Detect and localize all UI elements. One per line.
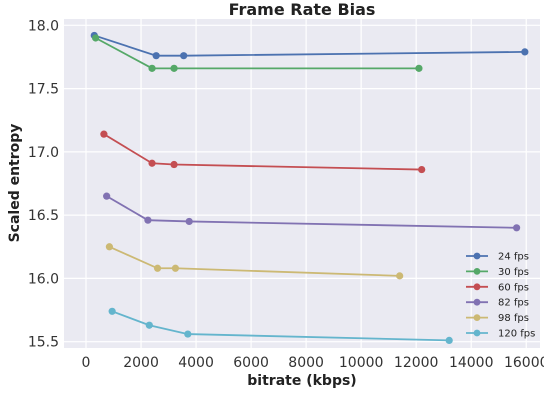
x-tick-label: 14000 <box>449 355 494 371</box>
legend-label: 98 fps <box>498 313 529 324</box>
x-tick-label: 10000 <box>339 355 384 371</box>
data-point <box>418 165 426 174</box>
data-point <box>396 272 404 280</box>
legend-swatch-marker <box>473 298 481 306</box>
plot-area <box>64 19 540 348</box>
ticks: 0 2000 4000 6000 8000 10000 12000 14000 16000 15.… <box>28 18 544 371</box>
data-point <box>180 52 188 60</box>
data-point <box>144 216 152 224</box>
y-tick-label: 18.0 <box>28 18 59 34</box>
legend-item: 120 fps <box>466 329 535 340</box>
x-tick-label: 8000 <box>288 355 324 371</box>
data-point <box>105 243 113 251</box>
data-point <box>153 264 162 272</box>
series-line <box>95 37 419 70</box>
y-tick-label: 15.5 <box>28 335 59 351</box>
data-point <box>145 321 153 329</box>
legend-label: 120 fps <box>498 329 535 340</box>
series-line <box>93 34 525 57</box>
series-line <box>103 133 422 171</box>
x-tick-label: 12000 <box>394 355 439 371</box>
legend-item: 24 fps <box>466 252 529 263</box>
legend: 24 fps 30 fps 60 fps 82 fps 98 fps 120 fps <box>466 252 535 340</box>
legend-swatch-marker <box>473 252 481 260</box>
legend-swatch-marker <box>473 314 481 321</box>
data-point <box>415 64 423 72</box>
series-line <box>109 245 400 277</box>
grid <box>64 19 540 348</box>
series-120-fps <box>108 307 453 345</box>
data-point <box>184 330 192 338</box>
data-point <box>108 307 116 315</box>
data-point <box>170 64 178 72</box>
data-point <box>445 336 453 345</box>
x-tick-label: 0 <box>82 355 91 371</box>
data-point <box>148 159 156 167</box>
legend-swatch-marker <box>473 283 481 291</box>
x-tick-label: 2000 <box>123 355 159 371</box>
series-layer <box>90 31 529 345</box>
series-line <box>106 195 517 229</box>
y-tick-label: 16.0 <box>28 271 59 287</box>
legend-swatch-marker <box>473 268 481 275</box>
data-point <box>100 130 108 138</box>
y-axis-label: Scaled entropy <box>7 124 23 243</box>
data-point <box>103 192 111 200</box>
y-tick-label: 17.0 <box>28 145 59 161</box>
legend-swatch-marker <box>473 329 481 337</box>
x-tick-label: 6000 <box>233 355 269 371</box>
legend-label: 82 fps <box>498 298 529 309</box>
data-point <box>521 48 529 56</box>
data-point <box>92 34 100 42</box>
series-98-fps <box>105 243 404 280</box>
y-tick-label: 17.5 <box>28 82 59 98</box>
legend-label: 30 fps <box>498 267 529 278</box>
legend-label: 24 fps <box>498 252 529 263</box>
chart-title: Frame Rate Bias <box>229 0 376 19</box>
data-point <box>171 264 180 272</box>
data-point <box>152 52 160 60</box>
legend-item: 98 fps <box>466 313 529 324</box>
data-point <box>185 217 193 226</box>
x-tick-label: 4000 <box>178 355 214 371</box>
legend-label: 60 fps <box>498 282 529 293</box>
legend-item: 30 fps <box>466 267 529 278</box>
x-tick-label: 16000 <box>504 355 544 371</box>
series-60-fps <box>100 130 426 174</box>
legend-item: 60 fps <box>466 282 529 293</box>
data-point <box>170 160 178 169</box>
legend-item: 82 fps <box>466 298 529 309</box>
data-point <box>513 224 521 232</box>
series-30-fps <box>92 34 423 72</box>
x-axis-label: bitrate (kbps) <box>247 373 356 389</box>
y-tick-label: 16.5 <box>28 208 59 224</box>
series-line <box>111 310 450 342</box>
series-82-fps <box>103 192 521 232</box>
data-point <box>148 64 156 72</box>
